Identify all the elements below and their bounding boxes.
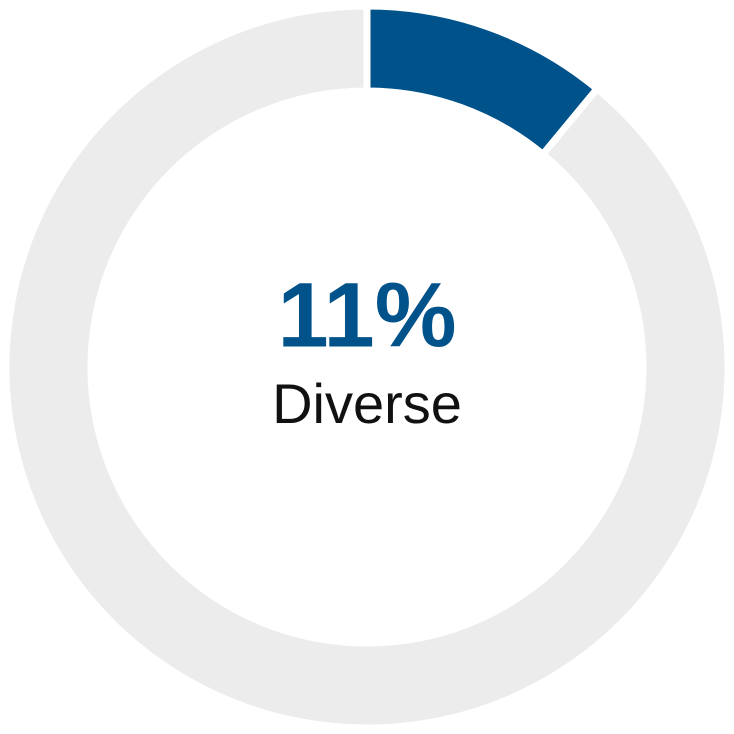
center-category-label: Diverse bbox=[272, 372, 462, 435]
center-value-label: 11% bbox=[277, 264, 456, 366]
